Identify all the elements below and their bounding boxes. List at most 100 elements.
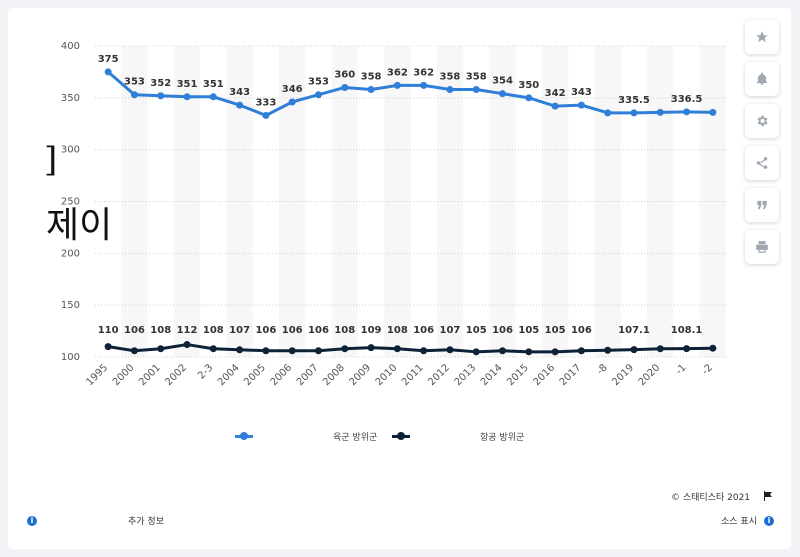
data-label: 343 xyxy=(229,87,250,98)
data-label: 346 xyxy=(282,84,303,95)
data-point xyxy=(604,347,611,354)
show-source-link[interactable]: 소스 표시 xyxy=(721,514,757,527)
data-label: 107.1 xyxy=(618,325,650,336)
data-label: 358 xyxy=(440,72,461,83)
x-tick-label: -1 xyxy=(674,362,689,377)
data-point xyxy=(420,82,427,89)
data-label: 336.5 xyxy=(671,94,703,105)
x-tick-label: 2010 xyxy=(374,362,400,388)
data-point xyxy=(525,94,532,101)
data-point xyxy=(394,82,401,89)
data-point xyxy=(473,86,480,93)
bell-icon xyxy=(755,72,769,86)
legend-item-army[interactable]: 육군 방위군 xyxy=(235,428,377,444)
data-point xyxy=(236,346,243,353)
data-label: 362 xyxy=(387,67,408,78)
data-label: 333 xyxy=(255,97,276,108)
x-tick-label: -2 xyxy=(700,362,715,377)
data-label: 108 xyxy=(203,325,224,336)
plot-band xyxy=(384,46,410,357)
data-point xyxy=(604,109,611,116)
data-point xyxy=(420,347,427,354)
data-label: 350 xyxy=(518,80,539,91)
data-label: 108.1 xyxy=(671,325,703,336)
data-point xyxy=(446,86,453,93)
data-label: 351 xyxy=(203,79,224,90)
data-point xyxy=(131,347,138,354)
data-point xyxy=(525,348,532,355)
data-point xyxy=(157,92,164,99)
data-point xyxy=(683,345,690,352)
data-point xyxy=(289,347,296,354)
data-point xyxy=(499,90,506,97)
data-label: 335.5 xyxy=(618,95,650,106)
legend-label-army: 육군 방위군 xyxy=(333,430,377,443)
data-point xyxy=(131,91,138,98)
x-tick-label: 2000 xyxy=(111,362,137,388)
x-tick-label: 2016 xyxy=(531,362,557,388)
data-point xyxy=(552,103,559,110)
info-icon[interactable]: i xyxy=(27,516,37,526)
legend-item-air[interactable]: 항공 방위군 xyxy=(392,428,524,444)
data-label: 375 xyxy=(98,54,119,65)
data-label: 110 xyxy=(98,325,119,336)
data-label: 353 xyxy=(124,77,145,88)
x-tick-label: 2009 xyxy=(347,362,373,388)
data-point xyxy=(368,344,375,351)
data-point xyxy=(157,345,164,352)
data-point xyxy=(499,347,506,354)
data-point xyxy=(105,68,112,75)
y-tick-label: 200 xyxy=(61,248,80,259)
overlay-bracket: ] xyxy=(44,140,57,180)
x-tick-label: 2011 xyxy=(400,362,426,388)
data-point xyxy=(210,345,217,352)
more-info-link[interactable]: 추가 정보 xyxy=(128,514,164,527)
data-point xyxy=(368,86,375,93)
source-info-icon[interactable]: i xyxy=(764,516,774,526)
print-button[interactable] xyxy=(745,230,779,264)
data-point xyxy=(683,108,690,115)
print-icon xyxy=(755,240,769,254)
x-tick-label: 2020 xyxy=(637,362,663,388)
plot-band xyxy=(647,46,673,357)
data-label: 108 xyxy=(334,325,355,336)
data-point xyxy=(184,341,191,348)
y-tick-label: 150 xyxy=(61,300,80,311)
y-tick-label: 300 xyxy=(61,145,80,156)
share-button[interactable] xyxy=(745,146,779,180)
data-point xyxy=(210,93,217,100)
data-point xyxy=(289,98,296,105)
data-label: 108 xyxy=(387,325,408,336)
plot-band xyxy=(174,46,200,357)
y-tick-label: 350 xyxy=(61,93,80,104)
notification-button[interactable] xyxy=(745,62,779,96)
x-tick-label: 2005 xyxy=(242,362,268,388)
data-label: 354 xyxy=(492,76,513,87)
data-point xyxy=(315,347,322,354)
favorite-button[interactable] xyxy=(745,20,779,54)
x-tick-label: 2017 xyxy=(558,362,584,388)
plot-band xyxy=(595,46,621,357)
x-tick-label: 2002 xyxy=(163,362,189,388)
legend-swatch-army xyxy=(235,428,253,444)
data-label: 106 xyxy=(492,325,513,336)
x-tick-label: 2012 xyxy=(426,362,452,388)
quote-icon xyxy=(755,198,769,212)
data-label: 106 xyxy=(308,325,329,336)
data-label: 105 xyxy=(545,325,566,336)
data-point xyxy=(630,109,637,116)
data-point xyxy=(262,112,269,119)
data-point xyxy=(709,109,716,116)
x-tick-label: 2015 xyxy=(505,362,531,388)
settings-button[interactable] xyxy=(745,104,779,138)
x-tick-label: 1995 xyxy=(84,362,110,388)
cite-button[interactable] xyxy=(745,188,779,222)
data-point xyxy=(578,102,585,109)
data-point xyxy=(315,91,322,98)
data-label: 109 xyxy=(361,325,382,336)
share-icon xyxy=(755,156,769,170)
data-label: 353 xyxy=(308,77,329,88)
x-tick-label: -8 xyxy=(595,362,610,377)
data-label: 351 xyxy=(177,79,198,90)
